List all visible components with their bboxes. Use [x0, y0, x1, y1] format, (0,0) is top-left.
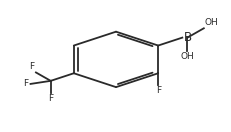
Text: B: B [183, 31, 191, 44]
Text: OH: OH [180, 52, 193, 61]
Text: F: F [24, 79, 29, 88]
Text: F: F [29, 62, 34, 71]
Text: OH: OH [204, 18, 217, 27]
Text: F: F [48, 94, 53, 103]
Text: F: F [155, 86, 160, 95]
